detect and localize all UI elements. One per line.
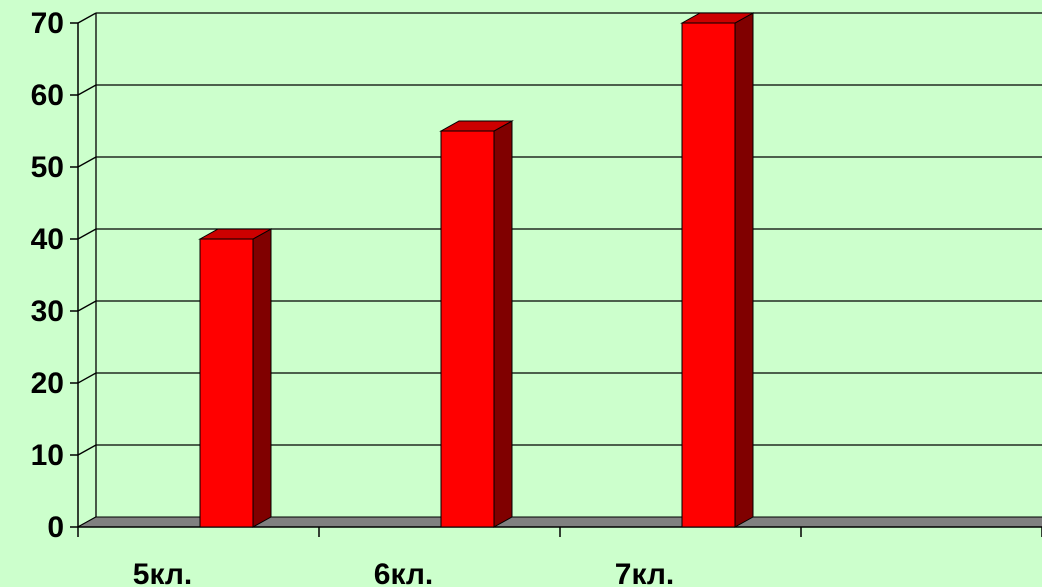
y-tick-label: 30 [31, 295, 64, 328]
y-tick-label: 10 [31, 439, 64, 472]
bar-front [440, 130, 495, 528]
bar-front [199, 238, 254, 528]
side-wall-gridline [77, 228, 97, 240]
side-wall-gridline [77, 300, 97, 312]
bar-side [734, 12, 754, 528]
bar-side [252, 228, 272, 528]
side-wall-gridline [77, 444, 97, 456]
y-tick-label: 40 [31, 223, 64, 256]
bar [439, 120, 514, 528]
x-tick-label: 7кл. [615, 558, 674, 587]
side-wall-gridline [77, 84, 97, 96]
bar [198, 228, 273, 528]
bar-side [493, 120, 513, 528]
y-tick-label: 60 [31, 79, 64, 112]
y-axis-tick-labels: 0 10 20 30 40 50 60 70 [31, 7, 64, 544]
x-axis-tick-labels: 5кл. 6кл. 7кл. [133, 558, 674, 587]
y-tick-label: 20 [31, 367, 64, 400]
side-wall-gridline [77, 12, 97, 24]
y-tick-label: 0 [47, 511, 64, 544]
x-tick-label: 5кл. [133, 558, 192, 587]
bar-front [681, 22, 736, 528]
side-wall-gridline [77, 156, 97, 168]
y-tick-label: 50 [31, 151, 64, 184]
bars [198, 12, 755, 528]
x-tick-label: 6кл. [374, 558, 433, 587]
bar [680, 12, 755, 528]
side-wall-gridline [77, 372, 97, 384]
y-tick-label: 70 [31, 7, 64, 40]
